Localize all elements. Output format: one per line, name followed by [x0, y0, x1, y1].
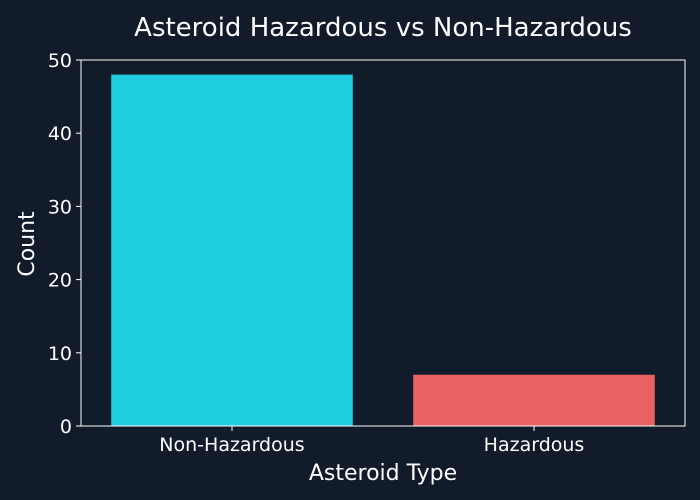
y-tick-label: 30 — [48, 196, 72, 218]
y-axis-label: Count — [15, 211, 40, 277]
y-tick-label: 0 — [60, 416, 72, 438]
y-tick-label: 10 — [48, 343, 72, 365]
y-tick-label: 20 — [48, 270, 72, 292]
y-tick-label: 40 — [48, 123, 72, 145]
x-tick-label: Hazardous — [484, 434, 585, 456]
bar-non-hazardous — [111, 74, 353, 426]
bar-hazardous — [413, 374, 655, 426]
axes-frame — [80, 59, 686, 427]
x-axis-label: Asteroid Type — [309, 461, 457, 486]
y-tick-label: 50 — [48, 50, 72, 72]
plot-area: Non-Hazardous Hazardous 0 10 20 30 40 50 — [48, 50, 686, 456]
x-tick-label: Non-Hazardous — [159, 434, 304, 456]
chart-title: Asteroid Hazardous vs Non-Hazardous — [134, 13, 632, 43]
